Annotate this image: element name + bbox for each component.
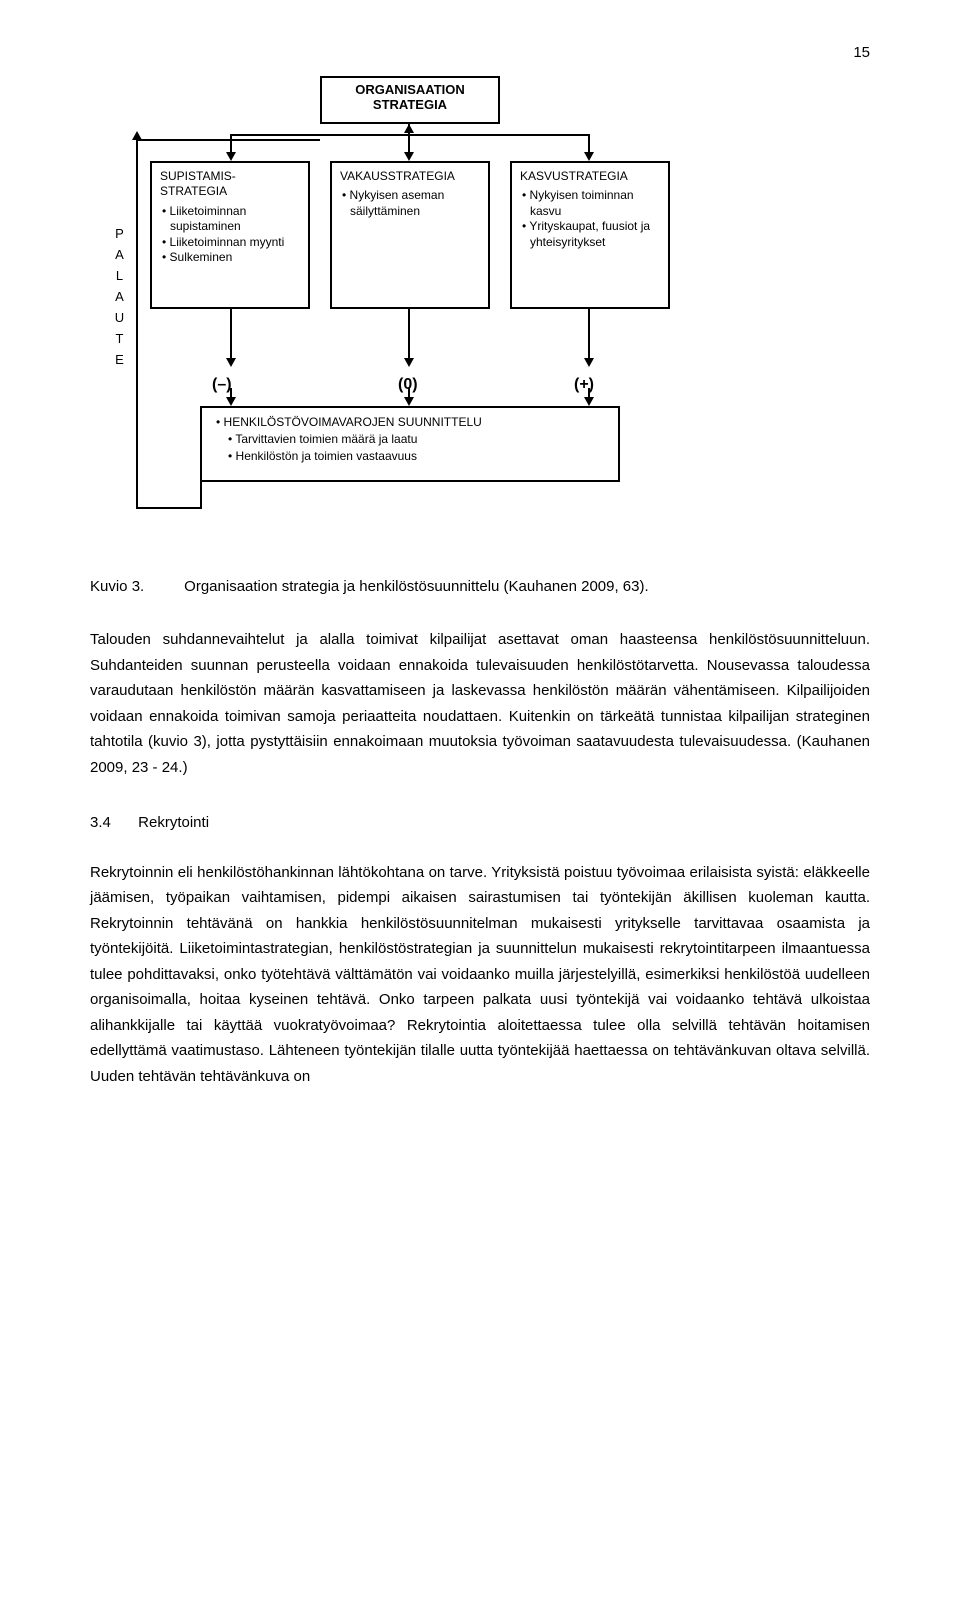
col1-to-bottom-arrow [226,397,236,406]
feedback-bottom-line [136,507,202,509]
bottom-out-stub [200,482,202,509]
top-split-h [230,134,590,136]
top-center-stub [408,124,410,134]
vakaus-box: VAKAUSSTRATEGIA • Nykyisen aseman säilyt… [330,161,490,309]
col2-down-arrow [404,358,414,367]
top-to-col1-arrow [226,152,236,161]
feedback-top-line [136,139,320,141]
vakaus-item-1: • Nykyisen aseman säilyttäminen [340,188,480,219]
section-title: Rekrytointi [138,814,209,831]
top-to-col2 [408,134,410,152]
col1-down-arrow [226,358,236,367]
kasvu-heading: KASVUSTRATEGIA [520,169,660,185]
col3-down [588,309,590,359]
supistamis-heading: SUPISTAMIS-STRATEGIA [160,169,300,200]
feedback-arrow-up [132,131,142,140]
top-to-col3-arrow [584,152,594,161]
top-to-col1 [230,134,232,152]
kasvu-box: KASVUSTRATEGIA • Nykyisen toiminnan kasv… [510,161,670,309]
vakaus-heading: VAKAUSSTRATEGIA [340,169,480,185]
section-heading: 3.4 Rekrytointi [90,810,870,836]
suunnittelu-box: • HENKILÖSTÖVOIMAVAROJEN SUUNNITTELU • T… [200,406,620,482]
top-to-col2-arrow [404,152,414,161]
col2-down [408,309,410,359]
palaute-label: PALAUTE [112,226,126,373]
suunnittelu-item-1: • Tarvittavien toimien määrä ja laatu [228,431,604,448]
suunnittelu-item-2: • Henkilöstön ja toimien vastaavuus [228,448,604,465]
top-strategy-box: ORGANISAATION STRATEGIA [320,76,500,124]
col1-down [230,309,232,359]
section-number: 3.4 [90,810,134,836]
sign-minus: (–) [212,371,232,398]
sign-plus: (+) [574,371,594,398]
page-number: 15 [90,40,870,66]
supistamis-box: SUPISTAMIS-STRATEGIA • Liiketoiminnan su… [150,161,310,309]
paragraph-1: Talouden suhdannevaihtelut ja alalla toi… [90,627,870,780]
figure-caption-label: Kuvio 3. [90,574,180,600]
kasvu-item-1: • Nykyisen toiminnan kasvu [520,188,660,219]
supistamis-item-2: • Liiketoiminnan myynti [160,235,300,251]
strategy-diagram: PALAUTE ORGANISAATION STRATEGIA SUPISTAM… [120,76,680,546]
top-to-col3 [588,134,590,152]
feedback-left-line [136,139,138,509]
kasvu-item-2: • Yrityskaupat, fuusiot ja yhteisyrityks… [520,219,660,250]
col3-to-bottom-arrow [584,397,594,406]
supistamis-item-1: • Liiketoiminnan supistaminen [160,204,300,235]
diagram-region: PALAUTE ORGANISAATION STRATEGIA SUPISTAM… [90,76,870,546]
suunnittelu-heading: • HENKILÖSTÖVOIMAVAROJEN SUUNNITTELU [216,414,604,431]
col2-to-bottom-arrow [404,397,414,406]
paragraph-2: Rekrytoinnin eli henkilöstöhankinnan läh… [90,860,870,1090]
col3-down-arrow [584,358,594,367]
figure-caption-text: Organisaation strategia ja henkilöstösuu… [184,578,648,595]
supistamis-item-3: • Sulkeminen [160,250,300,266]
figure-caption: Kuvio 3. Organisaation strategia ja henk… [90,574,870,600]
